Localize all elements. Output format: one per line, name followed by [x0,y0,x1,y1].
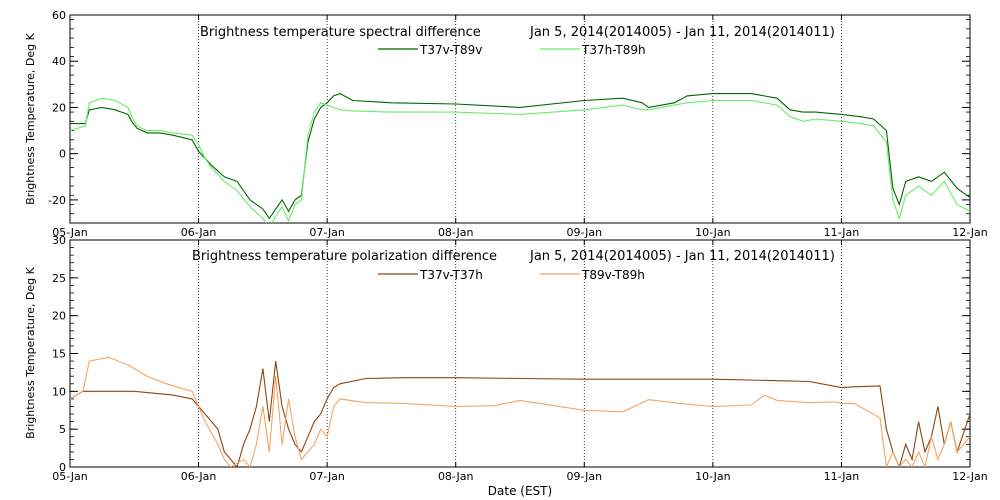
legend-top: T37v-T89v T37h-T89h [378,43,646,57]
x-tick-label: 08-Jan [438,470,474,483]
y-tick-label: 25 [52,272,66,285]
series-line-t37v-t89v [70,92,970,220]
y-tick-label: 0 [59,148,66,161]
x-tick-label: 05-Jan [52,226,88,239]
y-tick-label: 40 [52,55,66,68]
x-tick-label: 09-Jan [567,226,603,239]
legend-bottom: T37v-T37h T89v-T89h [378,268,645,282]
x-tick-label: 10-Jan [695,470,731,483]
y-axis-label-top: Brightness Temperature, Deg K [24,32,37,204]
y-tick-label: 15 [52,348,66,361]
panel-polarization-difference: 0 5 10 15 20 25 30 05-Jan 06-Jan 07-Jan 08-Jan 09-… [24,234,988,483]
x-tick-label: 11-Jan [824,226,860,239]
legend-label-t37h-t89h: T37h-T89h [581,43,646,57]
y-axis-label-bottom: Brightness Temperature, Deg K [24,266,37,438]
series-line-t89v-t89h [70,356,970,467]
x-tick-label: 11-Jan [824,470,860,483]
y-tick-label: 60 [52,9,66,22]
x-tick-label: 07-Jan [309,470,345,483]
y-tick-label: 10 [52,385,66,398]
series-line-t37h-t89h [70,97,970,223]
chart-title-bottom: Brightness temperature polarization diff… [192,249,497,264]
y-tick-label: 5 [59,423,66,436]
y-tick-label: 20 [52,310,66,323]
x-tick-label: 06-Jan [181,226,217,239]
chart-date-range-top: Jan 5, 2014(2014005) - Jan 11, 2014(2014… [529,25,835,40]
legend-label-t37v-t89v: T37v-T89v [419,43,482,57]
x-tick-label: 09-Jan [567,470,603,483]
x-tick-label: 06-Jan [181,470,217,483]
legend-label-t89v-t89h: T89v-T89h [581,268,645,282]
x-tick-label: 12-Jan [952,470,988,483]
y-tick-label: 0 [59,461,66,474]
series-line-t37v-t37h [70,361,970,467]
x-tick-label: 12-Jan [952,226,988,239]
plot-frame-bottom [69,239,971,468]
x-axis-label: Date (EST) [488,484,552,498]
y-tick-label: 20 [52,101,66,114]
x-tick-label: 08-Jan [438,226,474,239]
y-tick-label: -20 [48,194,66,207]
x-tick-label: 07-Jan [309,226,345,239]
legend-label-t37v-t37h: T37v-T37h [419,268,483,282]
x-tick-label: 10-Jan [695,226,731,239]
x-tick-label: 05-Jan [52,470,88,483]
chart-title-top: Brightness temperature spectral differen… [200,25,481,40]
y-tick-label: 30 [52,234,66,247]
chart-date-range-bottom: Jan 5, 2014(2014005) - Jan 11, 2014(2014… [529,249,835,264]
plot-frame-top [69,14,971,224]
panel-spectral-difference: -20 0 20 40 60 05-Jan 06-Jan 07-Jan 08-Jan 09-Ja… [24,9,988,239]
